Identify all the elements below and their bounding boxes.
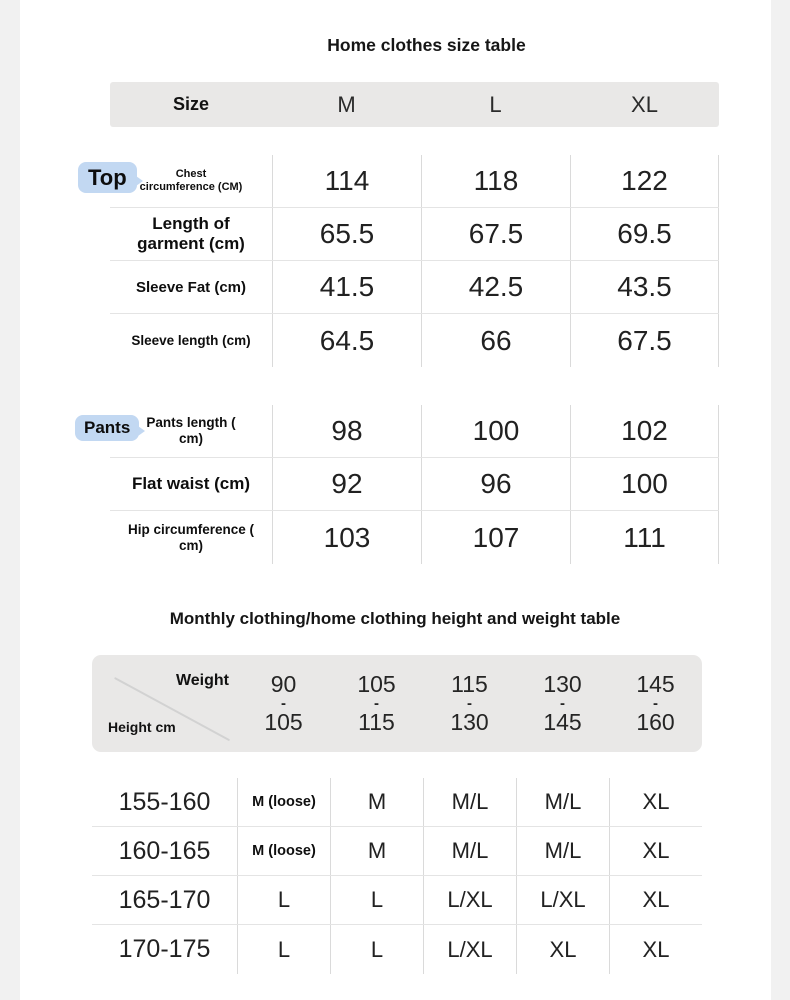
size-header-col-xl: XL xyxy=(631,91,658,117)
cell-value: 65.5 xyxy=(272,208,421,260)
weight-range-column: 105 - 115 xyxy=(357,671,396,735)
table-row: Pants length ( cm) 98 100 102 xyxy=(110,405,719,458)
cell-value: 67.5 xyxy=(421,208,570,260)
cell-value: 118 xyxy=(421,155,570,207)
table-row: Length of garment (cm) 65.5 67.5 69.5 xyxy=(110,208,719,261)
size-header-col-m: M xyxy=(337,91,356,117)
size-table-title: Home clothes size table xyxy=(327,35,526,55)
cell-value: 114 xyxy=(272,155,421,207)
size-recommendation: L xyxy=(330,925,423,974)
weight-range-column: 145 - 160 xyxy=(636,671,675,735)
cell-value: 43.5 xyxy=(570,261,719,313)
table-row: Hip circumference ( cm) 103 107 111 xyxy=(110,511,719,564)
size-header-col-l: L xyxy=(489,91,502,117)
table-row: 155-160 M (loose) M M/L M/L XL xyxy=(92,778,702,827)
size-recommendation: XL xyxy=(516,925,609,974)
cell-value: 102 xyxy=(570,405,719,457)
size-recommendation: M/L xyxy=(516,778,609,826)
cell-value: 100 xyxy=(421,405,570,457)
right-page-margin xyxy=(771,0,790,1000)
cell-value: 107 xyxy=(421,511,570,564)
table-row: Sleeve Fat (cm) 41.5 42.5 43.5 xyxy=(110,261,719,314)
size-table-header-row: Size M L XL xyxy=(110,82,719,127)
height-weight-table-title: Monthly clothing/home clothing height an… xyxy=(169,609,621,628)
size-recommendation: M (loose) xyxy=(237,778,330,826)
size-header-label: Size xyxy=(172,94,210,114)
size-recommendation: M/L xyxy=(423,827,516,875)
row-label: Sleeve Fat (cm) xyxy=(135,278,247,296)
size-recommendation: L/XL xyxy=(423,925,516,974)
size-recommendation: M/L xyxy=(423,778,516,826)
row-label: Flat waist (cm) xyxy=(131,474,251,493)
cell-value: 42.5 xyxy=(421,261,570,313)
height-weight-header-row: Weight Height cm 90 - 105 105 - 115 115 … xyxy=(92,655,702,752)
size-recommendation: XL xyxy=(609,925,702,974)
row-label: Sleeve length (cm) xyxy=(131,332,251,348)
cell-value: 100 xyxy=(570,458,719,510)
table-row: Chest circumference (CM) 114 118 122 xyxy=(110,155,719,208)
row-label: Hip circumference ( cm) xyxy=(127,521,255,553)
cell-value: 92 xyxy=(272,458,421,510)
size-recommendation: XL xyxy=(609,827,702,875)
table-row: 160-165 M (loose) M M/L M/L XL xyxy=(92,827,702,876)
row-label: Pants length ( cm) xyxy=(146,415,236,446)
row-label: Length of garment (cm) xyxy=(137,214,245,253)
size-recommendation: XL xyxy=(609,778,702,826)
size-recommendation: L/XL xyxy=(516,876,609,924)
weight-range-column: 115 - 130 xyxy=(450,671,489,735)
size-recommendation: M/L xyxy=(516,827,609,875)
size-recommendation: L/XL xyxy=(423,876,516,924)
cell-value: 64.5 xyxy=(272,314,421,367)
height-range: 160-165 xyxy=(118,836,211,865)
cell-value: 103 xyxy=(272,511,421,564)
top-section: Top Chest circumference (CM) 114 118 122… xyxy=(78,155,719,367)
size-recommendation: L xyxy=(330,876,423,924)
weight-range-column: 90 - 105 xyxy=(264,671,303,735)
height-range: 165-170 xyxy=(118,885,211,914)
size-recommendation: M (loose) xyxy=(237,827,330,875)
table-row: Flat waist (cm) 92 96 100 xyxy=(110,458,719,511)
top-tag: Top xyxy=(78,162,137,193)
size-recommendation: M xyxy=(330,778,423,826)
table-row: 165-170 L L L/XL L/XL XL xyxy=(92,876,702,925)
height-range: 155-160 xyxy=(118,787,211,816)
corner-cell: Weight Height cm xyxy=(92,655,237,752)
table-row: Sleeve length (cm) 64.5 66 67.5 xyxy=(110,314,719,367)
cell-value: 69.5 xyxy=(570,208,719,260)
cell-value: 67.5 xyxy=(570,314,719,367)
cell-value: 41.5 xyxy=(272,261,421,313)
pants-tag: Pants xyxy=(75,415,140,441)
pants-section: Pants Pants length ( cm) 98 100 102 Flat… xyxy=(75,405,719,564)
cell-value: 111 xyxy=(570,511,719,564)
weight-axis-label: Weight xyxy=(175,672,229,689)
height-range: 170-175 xyxy=(118,935,211,963)
size-recommendation: M xyxy=(330,827,423,875)
size-recommendation: XL xyxy=(609,876,702,924)
row-label: Chest circumference (CM) xyxy=(139,168,243,193)
cell-value: 98 xyxy=(272,405,421,457)
height-axis-label: Height cm xyxy=(108,719,176,735)
cell-value: 122 xyxy=(570,155,719,207)
weight-range-column: 130 - 145 xyxy=(543,671,582,735)
cell-value: 66 xyxy=(421,314,570,367)
size-recommendation: L xyxy=(237,925,330,974)
table-row: 170-175 L L L/XL XL XL xyxy=(92,925,702,974)
left-page-margin xyxy=(0,0,20,1000)
height-weight-body: 155-160 M (loose) M M/L M/L XL 160-165 M… xyxy=(92,778,702,974)
size-recommendation: L xyxy=(237,876,330,924)
cell-value: 96 xyxy=(421,458,570,510)
